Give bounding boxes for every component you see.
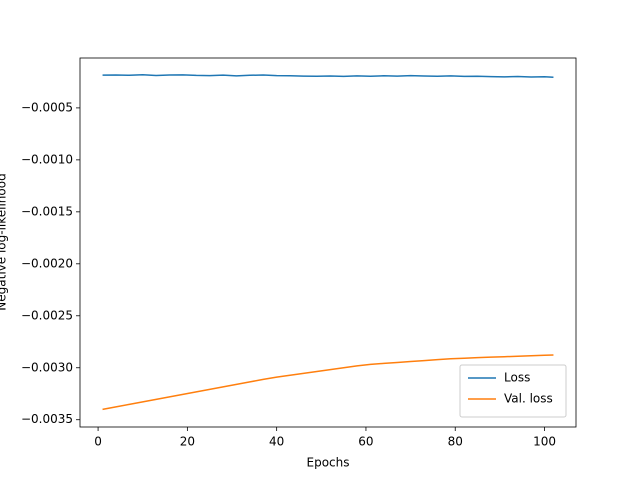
legend-label: Val. loss: [504, 392, 553, 406]
x-tick-label: 100: [533, 435, 556, 449]
y-tick-label: −0.0020: [21, 256, 73, 270]
x-tick-label: 40: [269, 435, 284, 449]
y-tick-label: −0.0030: [21, 360, 73, 374]
x-axis-label: Epochs: [307, 456, 350, 470]
y-axis-label: Negative log-likelihood: [0, 173, 9, 310]
y-tick-label: −0.0025: [21, 308, 73, 322]
series-line: [102, 354, 554, 411]
y-tick-label: −0.0035: [21, 412, 73, 426]
x-tick-label: 60: [358, 435, 373, 449]
legend-label: Loss: [504, 371, 530, 385]
x-tick-label: 0: [94, 435, 102, 449]
x-tick-label: 20: [180, 435, 195, 449]
x-tick-label: 80: [448, 435, 463, 449]
y-tick-label: −0.0010: [21, 152, 73, 166]
y-tick-label: −0.0005: [21, 100, 73, 114]
axes-frame: [79, 57, 577, 428]
series-line: [102, 73, 554, 78]
y-tick-label: −0.0015: [21, 204, 73, 218]
